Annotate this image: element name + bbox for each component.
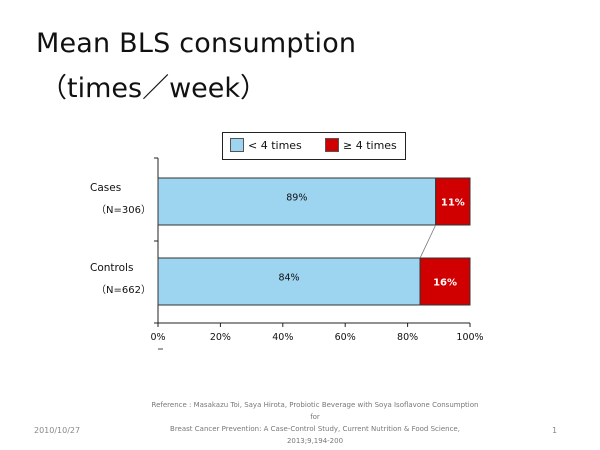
x-tick-label-4: 80% [397,332,418,343]
bar-cases-ge-4 [435,177,471,226]
bar-controls-ge-4 [419,257,471,306]
x-tick-label-5: 100% [456,332,483,343]
series-connector-line [419,224,437,259]
footer-page-number: 1 [552,426,558,435]
x-tick-label-3: 60% [335,332,356,343]
bar-cases-less-than-4 [157,177,437,226]
legend-label-ge-4: ≥ 4 times [343,138,397,152]
reference-citation: Reference : Masakazu Toi, Saya Hirota, P… [150,399,480,447]
legend-swatch-ge-4 [325,138,339,152]
legend-swatch-less-than-4 [230,138,244,152]
legend-label-less-than-4: < 4 times [248,138,302,152]
chart-legend: < 4 times ≥ 4 times [222,132,406,160]
x-tick-label-0: 0% [150,332,165,343]
category-n-cases: （N=306） [96,204,151,216]
slide-subtitle: （times／week） [40,73,268,104]
category-label-controls: Controls [90,262,133,274]
slide-title: Mean BLS consumption [36,28,357,59]
data-label-controls-ge-4: 16% [433,278,457,289]
legend-item-ge-4: ≥ 4 times [325,138,397,152]
legend-item-less-than-4: < 4 times [230,138,302,152]
x-tick-label-2: 40% [272,332,293,343]
bar-controls-less-than-4 [157,257,421,306]
category-n-controls: （N=662） [96,284,151,296]
data-label-cases-less-than-4: 89% [286,193,307,204]
footer-date: 2010/10/27 [34,426,81,435]
x-tick-label-1: 20% [210,332,231,343]
category-label-cases: Cases [90,182,121,194]
data-label-cases-ge-4: 11% [441,198,465,209]
reference-line-2: Breast Cancer Prevention: A Case-Control… [170,425,460,445]
reference-line-1: Reference : Masakazu Toi, Saya Hirota, P… [151,401,479,421]
data-label-controls-less-than-4: 84% [278,273,299,284]
